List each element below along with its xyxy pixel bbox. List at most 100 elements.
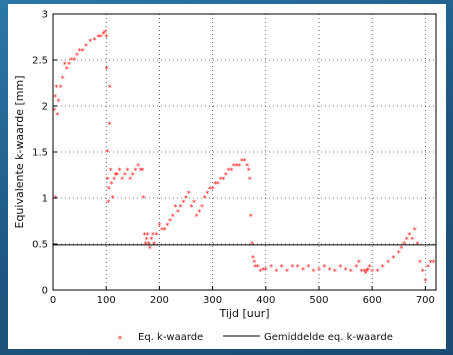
data-point: * [63, 61, 67, 70]
data-point: * [248, 176, 252, 185]
data-point: * [107, 120, 111, 129]
data-point: * [224, 171, 228, 180]
data-point: * [426, 263, 430, 272]
data-point: * [362, 268, 366, 277]
data-point: * [221, 176, 225, 185]
data-point: * [375, 268, 379, 277]
data-point: * [165, 222, 169, 231]
data-point: * [240, 157, 244, 166]
data-point: * [131, 171, 135, 180]
data-point: * [290, 263, 294, 272]
data-point: * [208, 185, 212, 194]
data-point: * [65, 65, 69, 74]
data-point: * [114, 171, 118, 180]
data-point: * [189, 203, 193, 212]
data-point: * [58, 84, 62, 93]
data-point: * [128, 176, 132, 185]
data-point: * [306, 263, 310, 272]
data-point: * [53, 93, 57, 102]
data-point: * [397, 249, 401, 258]
data-point: * [168, 217, 172, 226]
data-point: * [213, 180, 217, 189]
data-point: * [423, 277, 427, 286]
data-point: * [146, 231, 150, 240]
data-point: * [258, 268, 262, 277]
y-tick-label: 0.5 [32, 240, 48, 251]
data-point: * [197, 208, 201, 217]
x-tick-label: 500 [309, 295, 328, 306]
data-point: * [81, 47, 85, 56]
legend-entry-points: Eq. k-waarde [138, 332, 203, 343]
data-point: * [317, 266, 321, 275]
data-point: * [55, 111, 59, 120]
data-point: * [399, 245, 403, 254]
data-point: * [328, 266, 332, 275]
y-tick-label: 2.5 [32, 56, 48, 67]
data-point: * [67, 61, 71, 70]
data-point: * [203, 194, 207, 203]
data-point: * [344, 266, 348, 275]
data-point: * [366, 266, 370, 275]
data-point: * [227, 166, 231, 175]
y-tick-label: 3 [42, 10, 48, 21]
data-point: * [216, 180, 220, 189]
data-point: * [253, 263, 257, 272]
legend-entry-mean: Gemiddelde eq. k-waarde [264, 332, 393, 343]
data-point: * [102, 30, 106, 39]
y-tick-label: 1.5 [32, 148, 48, 159]
y-tick-label: 1 [42, 194, 48, 205]
data-point: * [357, 258, 361, 267]
data-point: * [405, 235, 409, 244]
data-point: * [112, 176, 116, 185]
data-point: * [125, 166, 129, 175]
data-point: * [163, 226, 167, 235]
data-point: * [386, 258, 390, 267]
data-point: * [56, 97, 60, 106]
data-point: * [61, 74, 65, 83]
data-point: * [243, 157, 247, 166]
data-point: * [88, 38, 92, 47]
data-point: * [381, 263, 385, 272]
data-point: * [269, 263, 273, 272]
x-tick-label: 600 [363, 295, 382, 306]
legend-marker-star: * [118, 335, 123, 345]
plot-frame [52, 13, 437, 291]
data-point: * [256, 263, 260, 272]
data-point: * [149, 235, 153, 244]
x-tick-label: 200 [150, 295, 169, 306]
data-point: * [338, 263, 342, 272]
data-point: * [205, 189, 209, 198]
data-point: * [252, 258, 256, 267]
data-point: * [92, 36, 96, 45]
data-point: * [410, 235, 414, 244]
data-point: * [139, 166, 143, 175]
data-point: * [176, 208, 180, 217]
y-tick-label: 0 [42, 286, 48, 297]
x-tick-label: 300 [203, 295, 222, 306]
data-point: * [179, 203, 183, 212]
data-point: * [195, 212, 199, 221]
data-point: * [78, 47, 82, 56]
data-point: * [160, 226, 164, 235]
data-point: * [219, 176, 223, 185]
data-point: * [322, 263, 326, 272]
data-point: * [173, 203, 177, 212]
data-point: * [142, 231, 146, 240]
data-point: * [370, 268, 374, 277]
data-point: * [200, 203, 204, 212]
data-point: * [187, 189, 191, 198]
data-points: *********** *** *** * **********************… [52, 28, 435, 285]
data-point: * [155, 231, 159, 240]
data-point: * [103, 28, 107, 37]
data-point: * [192, 199, 196, 208]
scatter-chart: *********** *** *** * **********************… [13, 10, 437, 345]
data-point: * [431, 258, 435, 267]
data-point: * [84, 42, 88, 51]
data-point: * [54, 84, 58, 93]
data-point: * [245, 162, 249, 171]
data-point: * [333, 268, 337, 277]
data-point: * [280, 263, 284, 272]
data-point: * [407, 231, 411, 240]
data-point: * [108, 166, 112, 175]
